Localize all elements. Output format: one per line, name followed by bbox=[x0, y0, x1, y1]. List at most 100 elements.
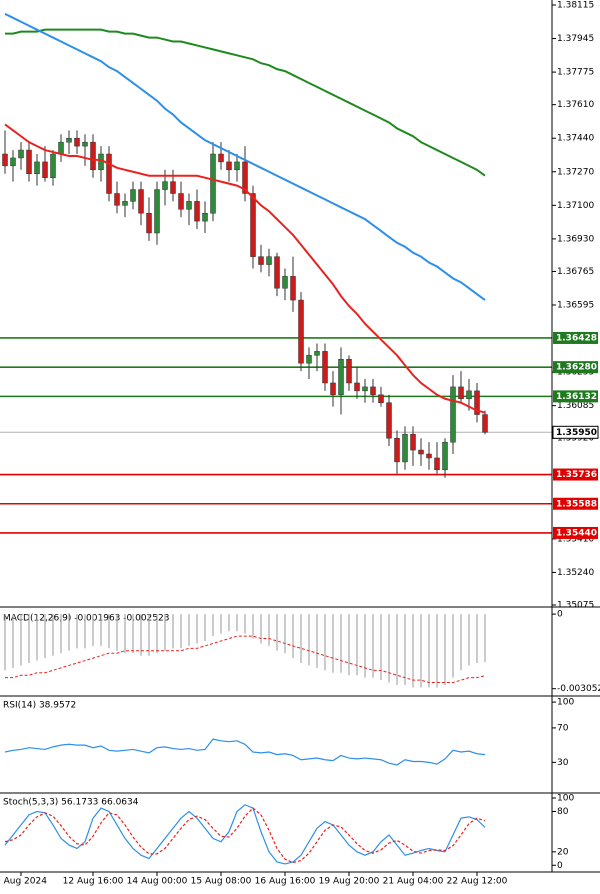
candle-body bbox=[154, 189, 160, 234]
y-tick-label: 1.37775 bbox=[557, 68, 594, 78]
candle-body bbox=[466, 390, 472, 399]
moving-average bbox=[4, 123, 486, 414]
y-tick-label: 20 bbox=[557, 847, 569, 857]
candle-body bbox=[354, 382, 360, 392]
x-tick-label: 14 Aug 00:00 bbox=[127, 877, 188, 887]
level-label: 1.36428 bbox=[556, 333, 597, 343]
candle-body bbox=[58, 141, 64, 155]
moving-average bbox=[4, 12, 486, 301]
y-tick-label: 1.35240 bbox=[557, 568, 594, 578]
candle-body bbox=[234, 161, 240, 171]
level-label: 1.35736 bbox=[556, 470, 597, 480]
candle-body bbox=[378, 394, 384, 403]
level-label-box bbox=[553, 361, 598, 374]
candle-body bbox=[90, 141, 96, 171]
candle-body bbox=[138, 189, 144, 214]
candle-body bbox=[482, 414, 488, 433]
candle-body bbox=[306, 355, 312, 364]
moving-average bbox=[5, 28, 486, 177]
panel-title: Stoch(5,3,3) 56.1733 66.0634 bbox=[3, 798, 139, 808]
y-tick-label: 100 bbox=[557, 794, 574, 804]
candle-body bbox=[474, 390, 480, 415]
candle-body bbox=[242, 161, 248, 194]
candle-body bbox=[10, 157, 16, 167]
y-tick-label: 30 bbox=[557, 758, 569, 768]
candle-body bbox=[18, 149, 24, 159]
level-label-box bbox=[553, 331, 598, 344]
candle-body bbox=[282, 276, 288, 289]
x-tick-label: 21 Aug 04:00 bbox=[383, 877, 444, 887]
candle-body bbox=[170, 181, 176, 194]
y-tick-label: 1.37945 bbox=[557, 34, 594, 44]
candle-body bbox=[218, 153, 224, 163]
candle-body bbox=[42, 161, 48, 178]
panel-title: RSI(14) 38.9572 bbox=[3, 701, 76, 711]
candle-body bbox=[394, 437, 400, 463]
candle-body bbox=[50, 153, 56, 178]
candle-body bbox=[26, 149, 32, 175]
y-tick-label: 1.37440 bbox=[557, 134, 594, 144]
y-tick-label: 1.36765 bbox=[557, 267, 594, 277]
x-tick-label: 15 Aug 08:00 bbox=[191, 877, 252, 887]
indicator-line bbox=[4, 738, 486, 766]
x-tick-label: 22 Aug 12:00 bbox=[447, 877, 508, 887]
candle-body bbox=[330, 382, 336, 396]
x-tick-label: 16 Aug 16:00 bbox=[255, 877, 316, 887]
candle-body bbox=[426, 453, 432, 459]
y-tick-label: 1.38115 bbox=[557, 1, 594, 11]
candle-body bbox=[346, 359, 352, 384]
candle-body bbox=[402, 434, 408, 463]
level-label-box bbox=[553, 468, 598, 481]
level-label-box bbox=[553, 390, 598, 403]
candle-body bbox=[162, 181, 168, 190]
current-price-box bbox=[552, 425, 599, 439]
y-tick-label: 1.35075 bbox=[557, 601, 594, 611]
candle-body bbox=[226, 161, 232, 171]
candle-body bbox=[458, 386, 464, 400]
candle-body bbox=[410, 434, 416, 451]
candle-body bbox=[266, 256, 272, 265]
candle-body bbox=[290, 276, 296, 301]
candle-body bbox=[82, 141, 88, 147]
candle-body bbox=[34, 161, 40, 175]
level-label-box bbox=[553, 526, 598, 539]
candle-body bbox=[250, 193, 256, 257]
candle-body bbox=[122, 201, 128, 206]
y-tick-label: 1.37610 bbox=[557, 100, 594, 110]
candle-body bbox=[74, 137, 80, 147]
level-label: 1.36280 bbox=[556, 363, 597, 373]
y-tick-label: 0 bbox=[557, 861, 563, 871]
candle-body bbox=[66, 137, 72, 143]
candle-body bbox=[114, 193, 120, 206]
y-tick-label: 80 bbox=[557, 807, 569, 817]
y-tick-label: 1.36595 bbox=[557, 301, 594, 311]
candle-body bbox=[434, 457, 440, 471]
candle-body bbox=[210, 153, 216, 214]
candle-body bbox=[146, 212, 152, 234]
level-label: 1.36132 bbox=[556, 392, 597, 402]
candle-body bbox=[338, 359, 344, 396]
candle-body bbox=[130, 189, 136, 202]
y-tick-label: 1.37100 bbox=[557, 201, 594, 211]
candle-body bbox=[202, 212, 208, 222]
candle-body bbox=[194, 201, 200, 222]
candle-body bbox=[450, 386, 456, 443]
candle-body bbox=[314, 351, 320, 356]
candle-body bbox=[274, 256, 280, 289]
candle-body bbox=[178, 193, 184, 210]
level-label: 1.35588 bbox=[556, 499, 597, 509]
y-tick-label: 1.36930 bbox=[557, 234, 594, 244]
y-tick-label: 100 bbox=[557, 698, 574, 708]
level-label: 1.35440 bbox=[556, 528, 597, 538]
candle-body bbox=[322, 351, 328, 384]
candle-body bbox=[106, 153, 112, 194]
x-tick-label: 19 Aug 20:00 bbox=[319, 877, 380, 887]
indicator-line bbox=[4, 804, 486, 865]
y-tick-label: 0 bbox=[557, 610, 563, 620]
candle-body bbox=[186, 201, 192, 210]
candle-body bbox=[362, 386, 368, 392]
candle-body bbox=[2, 153, 8, 167]
candle-body bbox=[370, 386, 376, 396]
